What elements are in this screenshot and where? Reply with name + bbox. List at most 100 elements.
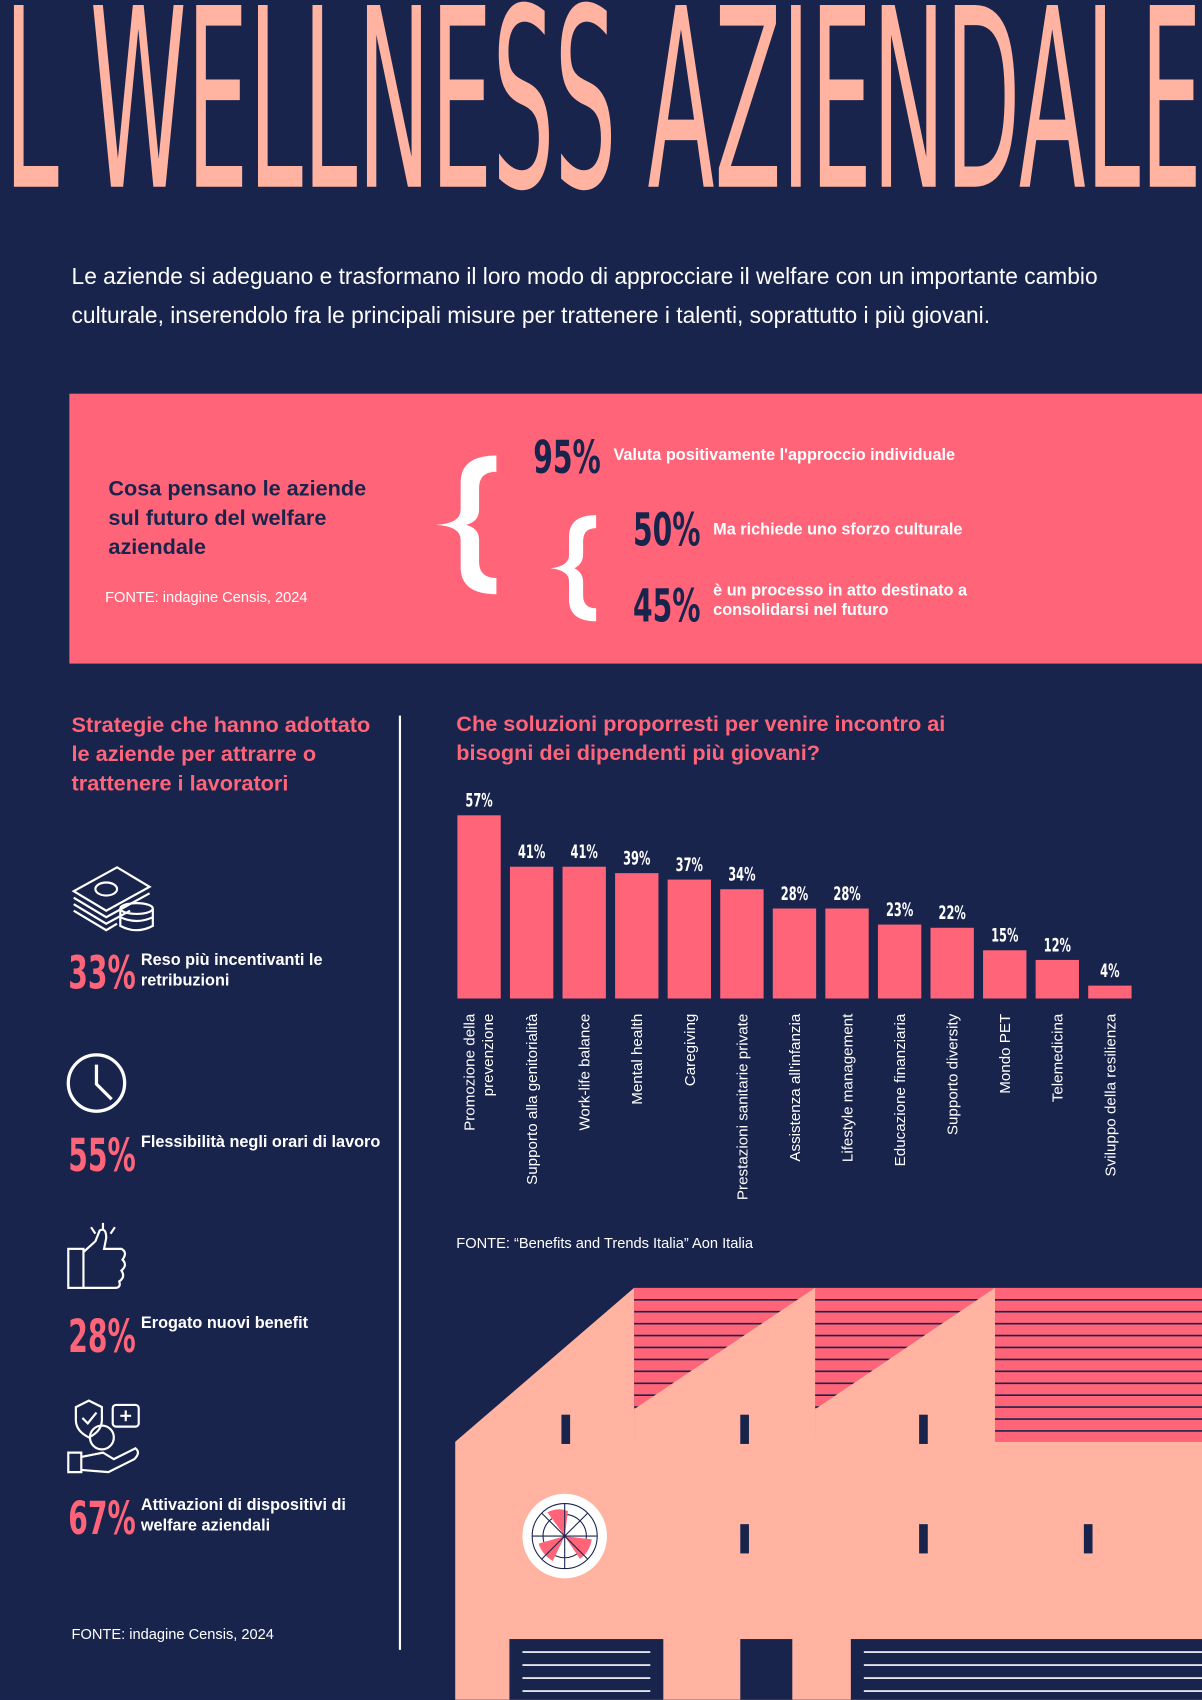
strategy-value: 28% [68,1310,136,1363]
strategy-value: 55% [68,1129,136,1182]
category-label-box: Mental health [628,1014,645,1105]
value-label: 41% [518,841,545,863]
clock-icon [66,1053,127,1113]
category-label: Caregiving [680,1013,698,1087]
bar [615,873,659,999]
fan [522,1493,607,1579]
bar [983,950,1027,999]
strategies-list: 33% Reso più incentivanti le retribuzioni… [68,947,381,1545]
factory [455,1287,1202,1700]
strategy-text: Attivazioni di dispositivi di welfare az… [140,1495,346,1535]
category-label: Educazione finanziaria [890,1013,908,1167]
category-label-group: Work-life balance [574,1013,593,1131]
category-label: Assistenza all'infanzia [785,1013,803,1162]
category-label-box: Mondo PET [995,1013,1013,1094]
bar [1088,985,1132,999]
bar [825,908,869,999]
category-label: Lifestyle management [837,1013,856,1163]
factory-body [455,1287,1202,1700]
bar [1035,959,1079,999]
money-icon [71,866,154,932]
category-label-box: Supporto diversity [942,1013,961,1136]
category-label-box: Telemedicina [1048,1013,1066,1103]
survey-source: FONTE: indagine Censis, 2024 [105,590,307,606]
strategy-text: Erogato nuovi benefit [140,1313,309,1333]
category-label: Prestazioni sanitarie private [732,1013,751,1201]
strategy-value: 67% [68,1492,136,1545]
strategy-text: Reso più incentivanti le retribuzioni [140,950,323,990]
category-label: Promozione della prevenzione [460,1013,497,1131]
windows [509,1414,1202,1700]
value-label: 34% [728,864,755,886]
category-label-group: Mondo PET [995,1013,1013,1094]
bar [930,927,974,999]
strategies-title-box: Strategie che hanno adottato le aziende … [71,713,371,796]
bar [720,889,764,999]
stat-text: Valuta positivamente l'approccio individ… [613,446,955,464]
category-label-box: Prestazioni sanitarie private [732,1013,751,1201]
category-label-group: Supporto diversity [942,1013,961,1136]
value-label: 28% [781,883,808,905]
category-label-group: Lifestyle management [837,1013,856,1163]
survey-title: Cosa pensano le aziende sul futuro del w… [108,477,367,560]
category-label-box: Sviluppo della resilienza [1100,1013,1119,1177]
chart-title-box: Che soluzioni proporresti per venire inc… [456,712,946,766]
bar [877,924,922,999]
factory-body [815,1287,995,1448]
strategy-value: 33% [68,947,136,1000]
category-label-group: Prestazioni sanitarie private [732,1013,751,1201]
stat-text-box: è un processo in atto destinato a consol… [713,581,968,620]
category-label-box: Supporto alla genitorialità [522,1013,540,1185]
intro-text: Le aziende si adeguano e trasformano il … [71,264,1098,329]
category-label: Sviluppo della resilienza [1100,1013,1119,1177]
stat-value: 45% [633,579,701,632]
category-label: Supporto alla genitorialità [522,1013,540,1185]
category-label-box: Assistenza all'infanzia [785,1013,803,1162]
category-label-group: Promozione della prevenzione [460,1013,497,1131]
strategies-title: Strategie che hanno adottato le aziende … [71,713,371,796]
strategy-text-box: Attivazioni di dispositivi di welfare az… [140,1495,346,1535]
bar [509,866,554,999]
category-label-box: Work-life balance [574,1013,593,1131]
category-label: Work-life balance [574,1013,593,1131]
category-label: Telemedicina [1048,1013,1066,1103]
category-label: Mondo PET [995,1013,1013,1094]
bar [667,879,712,999]
survey-title-box: Cosa pensano le aziende sul futuro del w… [108,477,367,560]
category-label-box: Lifestyle management [837,1013,856,1163]
strategies-source: FONTE: indagine Censis, 2024 [72,1627,274,1643]
stat-value: 95% [533,431,601,484]
value-label: 39% [623,848,650,870]
strategy-text: Flessibilità negli orari di lavoro [140,1132,381,1152]
category-label-group: Educazione finanziaria [890,1013,908,1167]
stat-text: è un processo in atto destinato a consol… [713,581,968,620]
door-lines [522,1651,1202,1692]
chart-source: FONTE: “Benefits and Trends Italia” Aon … [456,1236,754,1252]
value-label: 4% [1100,960,1119,982]
value-label: 23% [886,899,913,921]
category-label-group: Mental health [628,1014,645,1105]
category-label-group: Telemedicina [1048,1013,1066,1103]
value-label: 28% [833,883,860,905]
category-label: Supporto diversity [942,1013,961,1136]
value-label: 22% [939,902,966,924]
survey-panel [69,393,1202,664]
chart-title: Che soluzioni proporresti per venire inc… [456,712,946,766]
brace [435,455,497,595]
bar [772,908,817,999]
main-title: L WELLNESS AZIENDALE [4,0,1202,246]
value-label: 37% [676,854,703,876]
bar [562,866,606,999]
value-label: 57% [465,790,492,812]
bar [457,815,501,999]
brace [550,515,597,622]
category-label-group: Caregiving [680,1013,698,1087]
value-label: 41% [571,841,598,863]
category-label-box: Caregiving [680,1013,698,1087]
category-label-group: Sviluppo della resilienza [1100,1013,1119,1177]
category-label-group: Assistenza all'infanzia [785,1013,803,1162]
welfare-icon [67,1399,140,1474]
strategy-text-box: Erogato nuovi benefit [140,1313,309,1333]
